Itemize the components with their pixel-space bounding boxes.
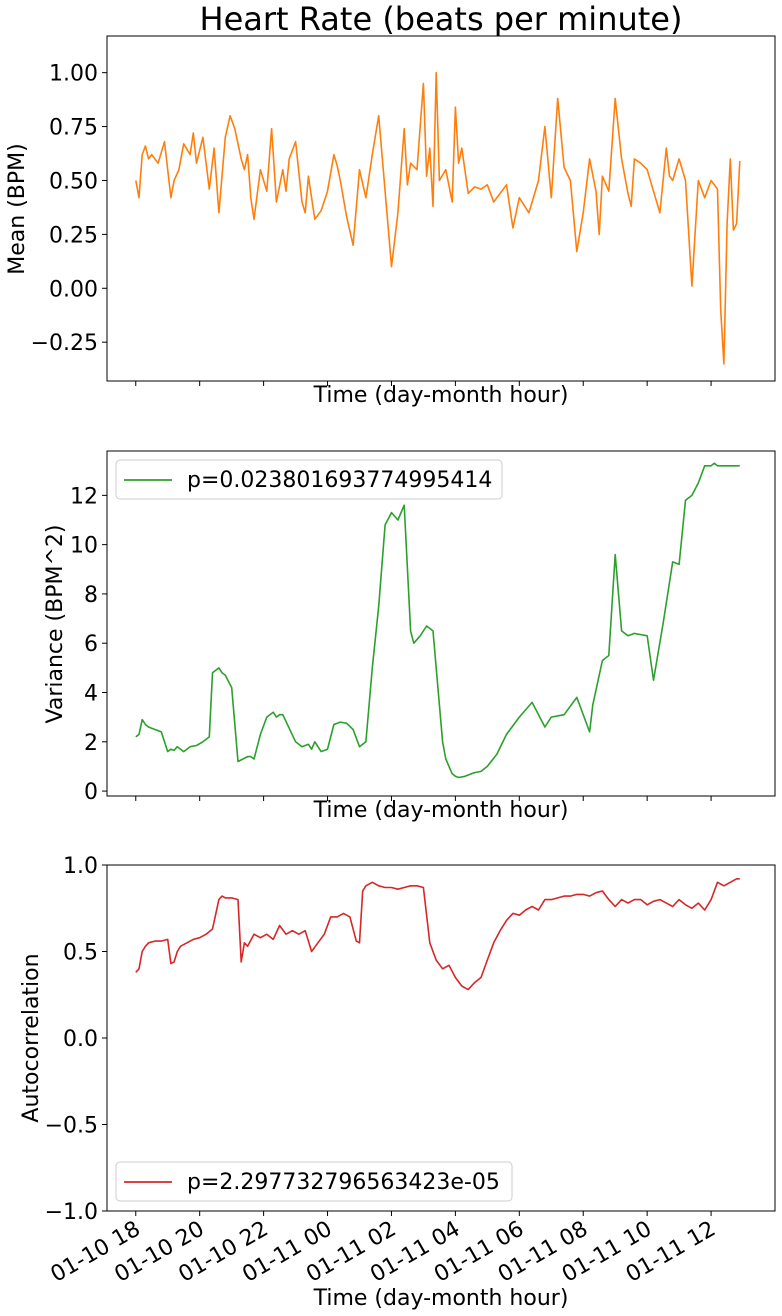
mean-line-layer bbox=[135, 71, 741, 365]
variance-y-tick-label: 12 bbox=[70, 484, 98, 509]
mean-x-axis-label: Time (day-month hour) bbox=[313, 383, 569, 408]
variance-legend-box bbox=[115, 459, 503, 500]
autocorrelation-y-tick-label: 1.0 bbox=[63, 854, 98, 879]
mean-y-tick-label: 0.00 bbox=[49, 277, 98, 302]
variance-axes-frame bbox=[106, 450, 776, 797]
autocorrelation-y-tick-label: −1.0 bbox=[45, 1200, 98, 1225]
variance-legend-label: p=0.023801693774995414 bbox=[187, 468, 492, 493]
variance-y-tick-label: 10 bbox=[70, 534, 98, 559]
mean-y-tick-label: 1.00 bbox=[49, 62, 98, 87]
variance-y-axis-label: Variance (BPM^2) bbox=[43, 525, 68, 724]
autocorrelation-legend-label: p=2.297732796563423e-05 bbox=[187, 1170, 500, 1195]
autocorrelation-x-axis-label: Time (day-month hour) bbox=[313, 1286, 569, 1311]
autocorrelation-series-line bbox=[135, 878, 740, 991]
variance-y-tick-label: 2 bbox=[84, 731, 98, 756]
autocorrelation-line-layer bbox=[135, 878, 740, 991]
mean-y-ticks: −0.25 0.00 0.25 0.50 0.75 1.00 bbox=[31, 62, 107, 356]
variance-line-layer bbox=[135, 462, 740, 779]
mean-y-tick-label: 0.50 bbox=[49, 169, 98, 194]
autocorrelation-y-tick-label: 0.5 bbox=[63, 941, 98, 966]
variance-series-line bbox=[135, 462, 740, 779]
autocorrelation-y-tick-label: −0.5 bbox=[45, 1114, 98, 1139]
autocorrelation-y-tick-label: 0.0 bbox=[63, 1027, 98, 1052]
mean-y-tick-label: −0.25 bbox=[31, 331, 98, 356]
autocorrelation-axes-frame bbox=[106, 864, 776, 1212]
mean-y-tick-label: 0.75 bbox=[49, 116, 98, 141]
mean-x-ticks bbox=[135, 381, 712, 386]
autocorrelation-legend-box bbox=[115, 1161, 513, 1202]
variance-y-tick-label: 4 bbox=[84, 682, 98, 707]
variance-y-tick-label: 0 bbox=[84, 780, 98, 805]
mean-y-tick-label: 0.25 bbox=[49, 223, 98, 248]
figure-title: Heart Rate (beats per minute) bbox=[200, 0, 683, 38]
autocorrelation-y-ticks: −1.0 −0.5 0.0 0.5 1.0 bbox=[45, 854, 107, 1225]
mean-panel: −0.25 0.00 0.25 0.50 0.75 1.00 Mean (BPM) Tim… bbox=[5, 35, 776, 408]
variance-y-tick-label: 6 bbox=[84, 632, 98, 657]
variance-x-ticks bbox=[135, 796, 712, 801]
mean-series-line bbox=[135, 71, 741, 365]
variance-legend: p=0.023801693774995414 bbox=[115, 459, 503, 500]
variance-panel: 0 2 4 6 8 10 12 Variance (BPM^2) Time (day-mon… bbox=[43, 450, 776, 823]
autocorrelation-legend: p=2.297732796563423e-05 bbox=[115, 1161, 513, 1202]
mean-y-axis-label: Mean (BPM) bbox=[5, 143, 30, 274]
variance-y-ticks: 0 2 4 6 8 10 12 bbox=[70, 484, 107, 805]
variance-x-axis-label: Time (day-month hour) bbox=[313, 798, 569, 823]
autocorrelation-y-axis-label: Autocorrelation bbox=[19, 953, 44, 1122]
mean-axes-frame bbox=[106, 35, 776, 382]
variance-y-tick-label: 8 bbox=[84, 583, 98, 608]
